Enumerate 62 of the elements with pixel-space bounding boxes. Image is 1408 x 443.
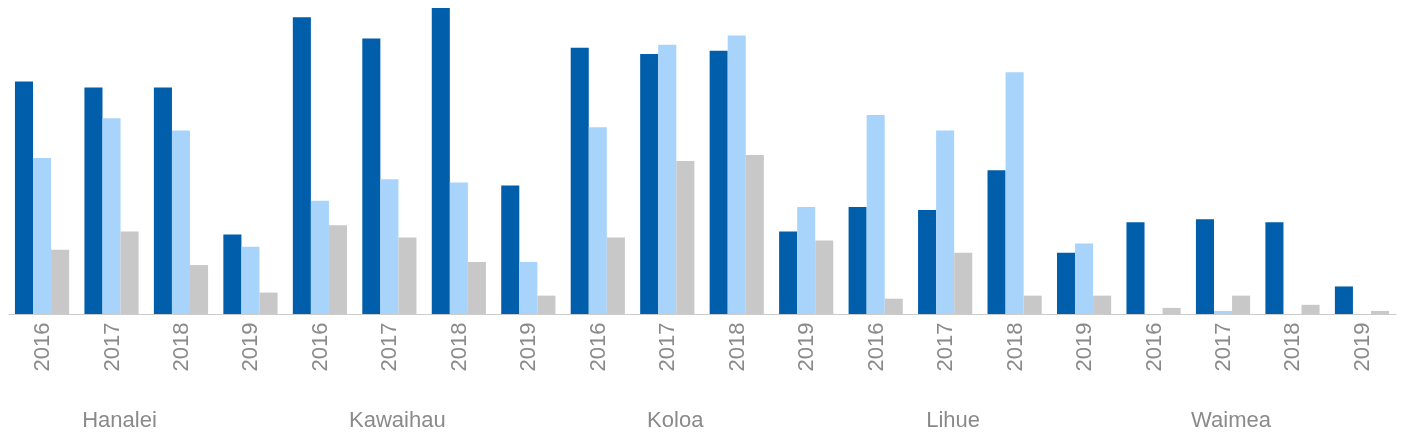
bar	[779, 231, 798, 314]
bar	[1334, 286, 1353, 314]
x-tick-label: 2017	[932, 322, 958, 372]
x-tick-label: 2018	[167, 322, 193, 372]
text: Waimea	[1191, 407, 1272, 432]
bar	[102, 118, 121, 314]
x-tick-label: 2017	[1210, 322, 1236, 372]
bar	[1126, 222, 1145, 314]
x-tick-label: 2017	[98, 322, 124, 372]
bar	[449, 182, 468, 314]
bar	[658, 44, 677, 314]
text: Kawaihau	[349, 407, 446, 432]
x-tick-label: 2018	[1001, 322, 1027, 372]
bar	[33, 157, 52, 314]
bar	[848, 206, 867, 314]
x-tick-label: 2017	[654, 322, 680, 372]
bar	[1075, 243, 1094, 314]
bar	[171, 130, 191, 314]
x-tick-label: 2019	[793, 322, 819, 372]
bar	[709, 50, 728, 314]
x-tick-label: 2016	[584, 322, 610, 372]
bar	[223, 234, 242, 314]
x-tick-label: 2018	[445, 322, 471, 372]
bar	[380, 179, 399, 314]
bar	[936, 130, 955, 314]
x-tick-label: 2019	[1071, 322, 1097, 372]
bar	[519, 261, 538, 314]
bar	[431, 8, 450, 314]
x-tick-label: 2016	[862, 322, 888, 372]
bar	[14, 81, 34, 314]
bar	[866, 115, 885, 314]
bar	[153, 87, 172, 314]
bar	[797, 206, 816, 314]
x-tick-label: 2016	[306, 322, 332, 372]
bar	[1265, 222, 1284, 314]
bar	[1056, 252, 1076, 314]
bar	[987, 170, 1006, 314]
bar	[727, 35, 746, 314]
bar	[84, 87, 103, 314]
bar	[588, 127, 607, 314]
x-tick-label: 2019	[237, 322, 263, 372]
bar	[241, 246, 260, 314]
x-tick-label: 2017	[376, 322, 402, 372]
bar	[1213, 310, 1233, 314]
bar	[1195, 219, 1214, 314]
bar	[292, 17, 311, 314]
x-tick-label: 2018	[1279, 322, 1305, 372]
bar	[918, 209, 937, 314]
x-tick-label: 2018	[723, 322, 749, 372]
x-tick-label: 2019	[1348, 322, 1374, 372]
bar	[362, 38, 381, 314]
text: Koloa	[647, 407, 705, 432]
x-tick-label: 2019	[515, 322, 541, 372]
bar	[640, 53, 659, 314]
text: Hanalei	[82, 407, 157, 432]
bar	[570, 47, 589, 314]
bar	[501, 185, 520, 314]
bar	[310, 200, 329, 314]
text: Lihue	[926, 407, 981, 432]
x-tick-label: 2016	[1140, 322, 1166, 372]
bar	[1005, 72, 1024, 314]
x-tick-label: 2016	[29, 322, 55, 372]
